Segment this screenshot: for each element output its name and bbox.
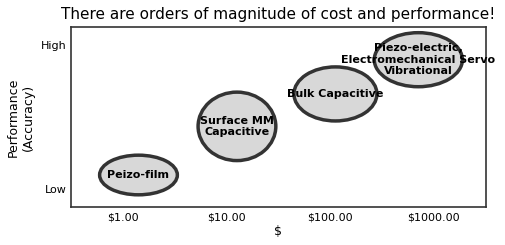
Ellipse shape (197, 92, 275, 160)
Text: Bulk Capacitive: Bulk Capacitive (287, 89, 383, 99)
Ellipse shape (374, 33, 462, 87)
Title: There are orders of magnitude of cost and performance!: There are orders of magnitude of cost an… (61, 7, 494, 22)
Y-axis label: Performance
(Accuracy): Performance (Accuracy) (7, 78, 35, 157)
X-axis label: $: $ (274, 225, 282, 238)
Ellipse shape (99, 155, 177, 195)
Text: Surface MM
Capacitive: Surface MM Capacitive (199, 116, 273, 137)
Ellipse shape (293, 67, 376, 121)
Text: Piezo-electric,
Electromechanical Servo
Vibrational: Piezo-electric, Electromechanical Servo … (340, 43, 494, 76)
Text: Peizo-film: Peizo-film (107, 170, 169, 180)
